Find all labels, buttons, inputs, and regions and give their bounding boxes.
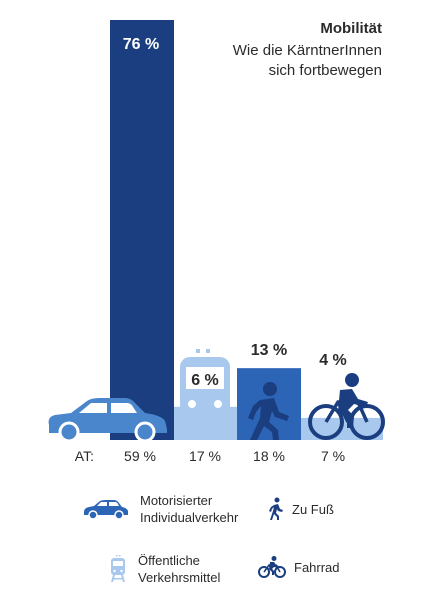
- bike-wheel-rear: [349, 404, 385, 440]
- bar-motorisiert: [110, 20, 174, 440]
- chart-header: Mobilität Wie die KärntnerInnen sich for…: [202, 20, 382, 81]
- cyclist-body: [338, 389, 368, 428]
- value-label: 4 %: [319, 352, 347, 369]
- at-label: AT:: [75, 448, 94, 464]
- train-window: [186, 367, 224, 389]
- bike-frame: [324, 400, 369, 423]
- at-value-label: 7 %: [321, 448, 345, 464]
- car-window-rear: [111, 403, 137, 413]
- train-rails: [178, 419, 232, 440]
- train-headlight: [214, 400, 222, 408]
- at-value-label: 18 %: [253, 448, 285, 464]
- chart-subtitle: Wie die KärntnerInnen sich fortbewegen: [232, 42, 382, 79]
- train-headlight: [188, 400, 196, 408]
- car-window-front: [79, 403, 107, 413]
- value-label: 13 %: [251, 342, 287, 359]
- cyclist-head: [345, 373, 359, 387]
- train-light: [206, 349, 210, 353]
- walker-head: [263, 382, 277, 396]
- bicycle-icon: [308, 373, 385, 440]
- walker-body: [248, 398, 289, 440]
- car-body: [48, 398, 167, 433]
- car-wheel-rear: [134, 421, 156, 443]
- value-label: 6 %: [191, 372, 219, 389]
- walking-person-icon: [248, 382, 289, 440]
- train-icon: [178, 349, 232, 440]
- bike-wheel-front: [308, 404, 344, 440]
- train-light: [196, 349, 200, 353]
- car-wheel-front: [58, 421, 80, 443]
- at-value-label: 59 %: [124, 448, 156, 464]
- at-value-label: 17 %: [189, 448, 221, 464]
- car-icon: [48, 398, 167, 443]
- chart-title: Mobilität: [320, 20, 382, 37]
- value-label: 76 %: [123, 36, 159, 53]
